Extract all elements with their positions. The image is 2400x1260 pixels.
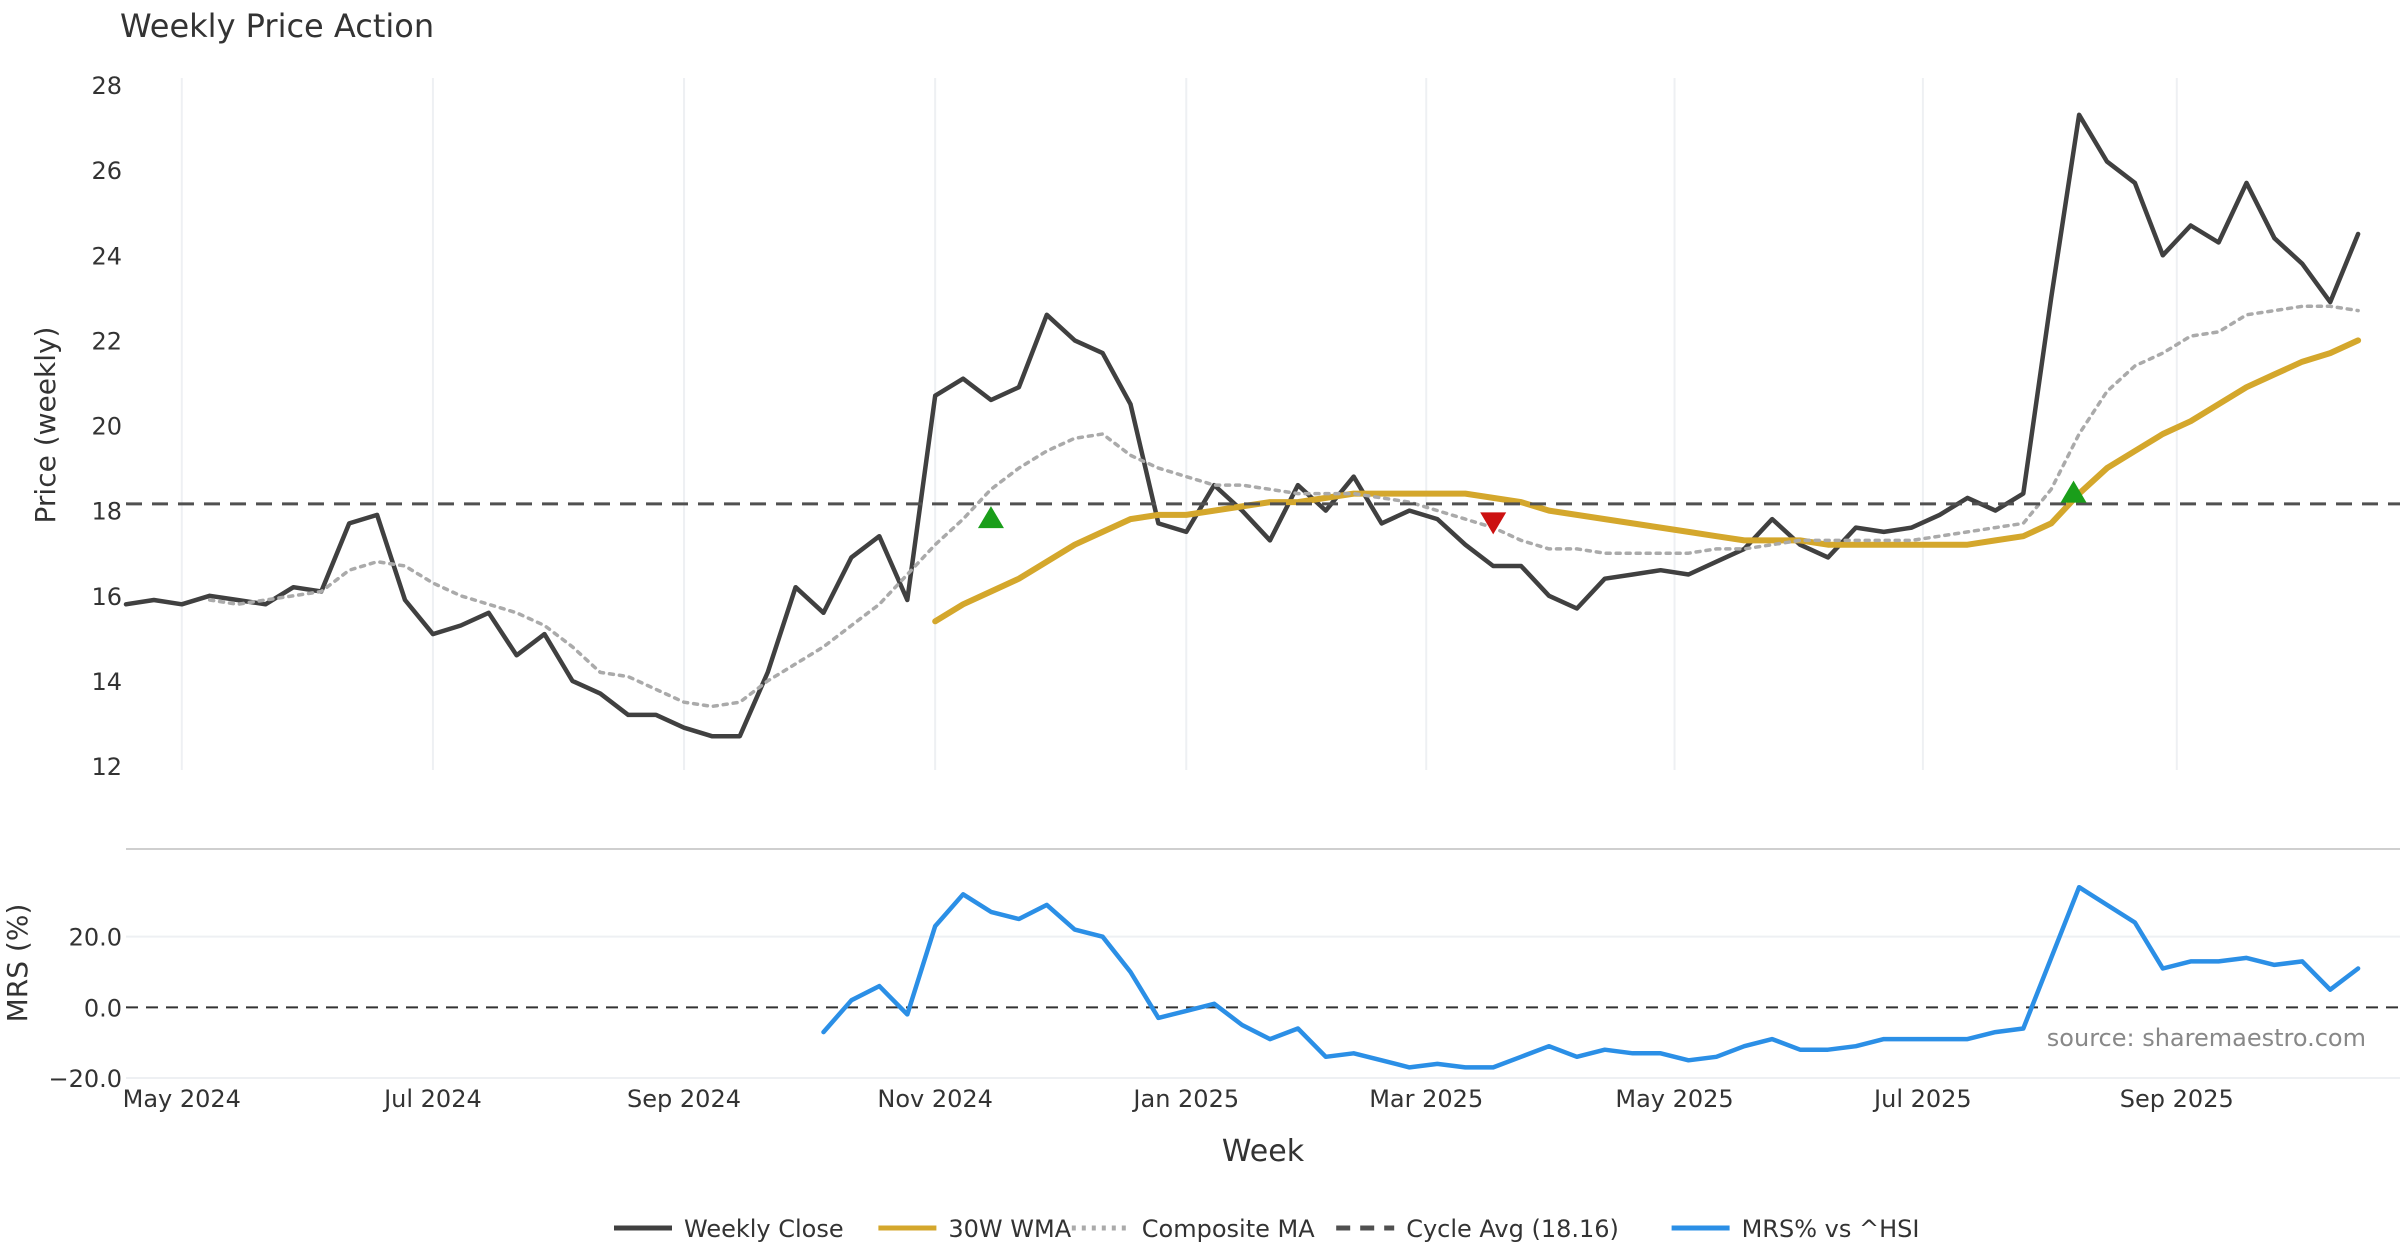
- x-tick-label: Sep 2025: [2120, 1085, 2234, 1113]
- x-tick-label: Sep 2024: [627, 1085, 741, 1113]
- mrs-y-tick-label: 0.0: [84, 994, 122, 1022]
- legend-item-mrs-vs-hsi: MRS% vs ^HSI: [1671, 1215, 1920, 1243]
- mrs-y-axis-ticks: 20.0 0.0 −20.0: [48, 924, 122, 1093]
- chart-title: Weekly Price Action: [120, 7, 434, 45]
- price-y-tick-label: 12: [91, 753, 122, 781]
- x-tick-label: Jan 2025: [1131, 1085, 1239, 1113]
- legend-label: Composite MA: [1142, 1215, 1315, 1243]
- price-y-tick-label: 26: [91, 157, 122, 185]
- price-y-axis-label: Price (weekly): [29, 327, 62, 524]
- source-annotation: source: sharemaestro.com: [2047, 1024, 2366, 1052]
- price-y-tick-label: 24: [91, 242, 122, 270]
- mrs-y-axis-label: MRS (%): [1, 904, 34, 1023]
- legend-label: 30W WMA: [948, 1215, 1071, 1243]
- legend: Weekly Close 30W WMA Composite MA Cycle Avg…: [614, 1215, 1919, 1243]
- legend-label: Weekly Close: [684, 1215, 844, 1243]
- mrs-series-group: [821, 884, 2361, 1070]
- buy-signal-marker: [977, 506, 1004, 529]
- price-y-tick-label: 16: [91, 583, 122, 611]
- price-gridlines: [180, 78, 2178, 770]
- composite-ma-line: [207, 304, 2360, 709]
- price-y-tick-label: 28: [91, 72, 122, 100]
- 30w-wma-line: [932, 337, 2362, 625]
- price-y-axis-ticks: 28 26 24 22 20 18 16 14 12: [91, 72, 122, 781]
- legend-item-30w-wma: 30W WMA: [878, 1215, 1072, 1243]
- x-tick-label: Mar 2025: [1369, 1085, 1483, 1113]
- legend-item-cycle-avg-18-16: Cycle Avg (18.16): [1336, 1215, 1619, 1243]
- x-tick-label: Jul 2025: [1872, 1085, 1972, 1113]
- mrs-y-tick-label: −20.0: [48, 1065, 122, 1093]
- x-tick-label: Nov 2024: [877, 1085, 993, 1113]
- mrs-y-tick-label: 20.0: [69, 924, 122, 952]
- buy-signal-marker: [2060, 480, 2087, 503]
- mrs-vs-hsi-line: [821, 884, 2361, 1070]
- x-axis-label: Week: [1222, 1134, 1305, 1169]
- legend-label: Cycle Avg (18.16): [1406, 1215, 1619, 1243]
- mrs-gridlines: [126, 935, 2400, 1079]
- sell-signal-marker: [1480, 512, 1507, 535]
- price-y-tick-label: 22: [91, 327, 122, 355]
- legend-label: MRS% vs ^HSI: [1742, 1215, 1920, 1243]
- price-series-group: [123, 112, 2400, 739]
- weekly-close-line: [123, 112, 2361, 739]
- x-tick-label: May 2024: [123, 1085, 241, 1113]
- x-tick-label: Jul 2024: [382, 1085, 482, 1113]
- signal-markers: [977, 480, 2087, 535]
- legend-item-composite-ma: Composite MA: [1071, 1215, 1315, 1243]
- price-y-tick-label: 20: [91, 413, 122, 441]
- price-y-tick-label: 14: [91, 668, 122, 696]
- price-y-tick-label: 18: [91, 498, 122, 526]
- x-tick-label: May 2025: [1615, 1085, 1733, 1113]
- x-axis-ticks: May 2024 Jul 2024 Sep 2024 Nov 2024 Jan 2025…: [123, 1085, 2234, 1113]
- legend-item-weekly-close: Weekly Close: [614, 1215, 844, 1243]
